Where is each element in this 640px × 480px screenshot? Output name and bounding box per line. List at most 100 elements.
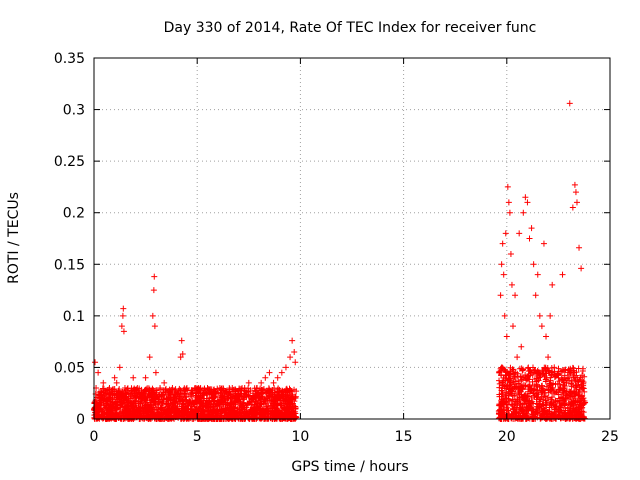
data-point [113, 379, 120, 386]
data-point [578, 265, 585, 272]
data-point [531, 386, 538, 393]
data-point [538, 394, 545, 401]
data-point [130, 374, 137, 381]
data-point [151, 323, 158, 330]
data-point [575, 406, 582, 413]
data-point [534, 271, 541, 278]
data-point [576, 244, 583, 251]
data-point [175, 414, 182, 421]
data-point [526, 405, 533, 412]
data-point [267, 402, 274, 409]
data-point [196, 395, 203, 402]
data-point [561, 401, 568, 408]
data-point [100, 389, 107, 396]
chart-title: Day 330 of 2014, Rate Of TEC Index for r… [164, 20, 537, 36]
data-point [516, 230, 523, 237]
data-point [240, 413, 247, 420]
data-point [262, 374, 269, 381]
data-point [103, 404, 110, 411]
data-point [508, 401, 515, 408]
data-point [109, 395, 116, 402]
data-point [159, 391, 166, 398]
data-point [138, 390, 145, 397]
data-point [148, 404, 155, 411]
data-point [112, 405, 119, 412]
data-point [221, 395, 228, 402]
data-point [125, 406, 132, 413]
data-point [508, 415, 515, 422]
data-point [193, 399, 200, 406]
data-point [247, 406, 254, 413]
data-point [233, 395, 240, 402]
data-point [547, 385, 554, 392]
data-point [496, 369, 503, 376]
data-point [255, 397, 262, 404]
data-point [291, 398, 298, 405]
data-point [198, 407, 205, 414]
data-point [569, 364, 576, 371]
data-point [530, 400, 537, 407]
data-point [214, 385, 221, 392]
data-point [206, 404, 213, 411]
data-point [194, 390, 201, 397]
data-point [530, 261, 537, 268]
data-point [270, 379, 277, 386]
data-point [259, 394, 266, 401]
data-point [544, 364, 551, 371]
data-point [249, 390, 256, 397]
data-point [156, 410, 163, 417]
data-point [545, 354, 552, 361]
data-point [551, 374, 558, 381]
data-point [496, 377, 503, 384]
y-tick-label: 0.2 [63, 206, 85, 222]
data-point [171, 409, 178, 416]
data-point [95, 369, 102, 376]
data-point [555, 374, 562, 381]
data-point [561, 372, 568, 379]
data-point [254, 385, 261, 392]
data-point [543, 407, 550, 414]
data-point [218, 407, 225, 414]
data-point [515, 380, 522, 387]
data-point [278, 369, 285, 376]
data-point [503, 333, 510, 340]
data-point [225, 390, 232, 397]
data-point [177, 387, 184, 394]
data-point [115, 414, 122, 421]
axis-ticks: 0 5 10 15 20 25 0 0.05 0.1 0.15 0.2 0.25 0.3 0.35 [54, 51, 619, 445]
data-point [196, 386, 203, 393]
data-point [144, 385, 151, 392]
data-point [565, 374, 572, 381]
data-point [511, 392, 518, 399]
data-point [509, 397, 516, 404]
data-point [287, 400, 294, 407]
data-point [227, 400, 234, 407]
data-point [117, 397, 124, 404]
data-point [505, 375, 512, 382]
data-point [199, 402, 206, 409]
data-point [229, 403, 236, 410]
data-point [157, 385, 164, 392]
data-point [513, 398, 520, 405]
data-point [518, 406, 525, 413]
data-point [580, 365, 587, 372]
data-point [539, 367, 546, 374]
data-point [512, 409, 519, 416]
data-point [523, 400, 530, 407]
data-point [285, 393, 292, 400]
data-point [532, 367, 539, 374]
data-point [577, 374, 584, 381]
data-point [236, 386, 243, 393]
data-point [217, 410, 224, 417]
data-point [560, 390, 567, 397]
data-point [538, 323, 545, 330]
data-point [270, 412, 277, 419]
data-point [505, 395, 512, 402]
data-point [273, 391, 280, 398]
data-point [524, 365, 531, 372]
data-point [505, 371, 512, 378]
data-point [562, 366, 569, 373]
data-point [143, 408, 150, 415]
data-point [100, 379, 107, 386]
